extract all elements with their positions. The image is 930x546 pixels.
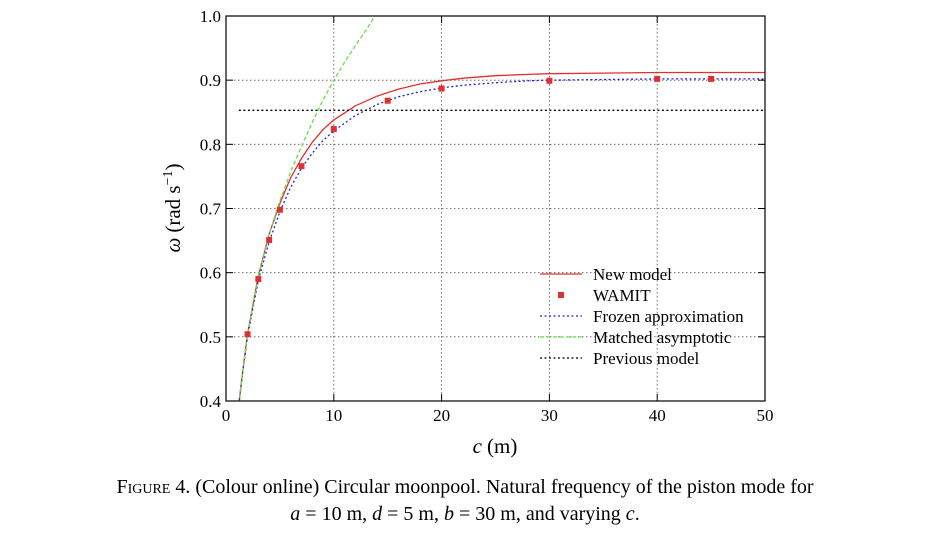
- y-tick-label: 0.9: [200, 71, 221, 90]
- ticks: [225, 15, 766, 402]
- legend-swatch-wamit: [558, 292, 564, 298]
- marker-layer: [244, 75, 715, 338]
- y-axis-unit-exponent: −1: [161, 171, 176, 186]
- caption-line-2: a = 10 m, d = 5 m, b = 30 m, and varying…: [0, 501, 930, 528]
- y-tick-label: 0.7: [200, 200, 222, 219]
- x-tick-label: 30: [541, 406, 558, 425]
- y-axis-unit-prefix: (rad s: [161, 185, 185, 232]
- param-c-symbol: c: [625, 503, 635, 525]
- legend-label-matched-asymptotic: Matched asymptotic: [593, 328, 732, 347]
- figure-caption: Figure 4. (Colour online) Circular moonp…: [0, 474, 930, 528]
- y-tick-label: 1.0: [200, 7, 221, 26]
- data-point-wamit: [546, 77, 553, 84]
- param-a-symbol: a: [290, 503, 301, 525]
- y-tick-labels: 0.4 0.5 0.6 0.7 0.8 0.9 1.0: [200, 7, 222, 411]
- y-tick-label: 0.6: [200, 264, 221, 283]
- data-point-wamit: [384, 97, 391, 104]
- data-point-wamit: [276, 206, 283, 213]
- x-axis-label: c (m): [473, 434, 518, 458]
- series-line-matched-asymptotic: [238, 16, 376, 401]
- x-tick-label: 20: [433, 406, 450, 425]
- y-tick-label: 0.5: [200, 328, 221, 347]
- param-a-value: = 10 m,: [300, 503, 373, 525]
- caption-end: .: [634, 503, 640, 525]
- data-point-wamit: [255, 276, 262, 283]
- data-point-wamit: [244, 331, 251, 338]
- param-b-value: = 30 m, and varying: [453, 503, 626, 525]
- data-point-wamit: [438, 85, 445, 92]
- x-tick-label: 10: [325, 406, 342, 425]
- data-point-wamit: [266, 236, 273, 243]
- x-tick-label: 50: [757, 406, 774, 425]
- caption-line-1: Figure 4. (Colour online) Circular moonp…: [0, 474, 930, 501]
- x-axis-unit: (m): [487, 434, 517, 458]
- x-tick-labels: 0 10 20 30 40 50: [222, 406, 774, 425]
- y-tick-label: 0.4: [200, 392, 222, 411]
- x-tick-label: 40: [649, 406, 666, 425]
- param-d-value: = 5 m,: [382, 503, 444, 525]
- y-axis-unit-suffix: ): [161, 164, 185, 171]
- chart: 0 10 20 30 40 50 0.4 0.5 0.6 0.7 0.8 0.9 1.0 c (m) ω…: [161, 7, 774, 458]
- y-axis-label: ω (rad s−1): [161, 164, 185, 253]
- y-tick-label: 0.8: [200, 135, 221, 154]
- legend: New model WAMIT Frozen approximation Matche…: [540, 265, 744, 368]
- data-point-wamit: [708, 75, 715, 82]
- x-axis-symbol: c: [473, 434, 483, 458]
- param-d-symbol: d: [372, 503, 383, 525]
- legend-label-previous-model: Previous model: [593, 349, 700, 368]
- caption-text-1: (Colour online) Circular moonpool. Natur…: [190, 476, 814, 498]
- data-point-wamit: [330, 125, 337, 132]
- param-b-symbol: b: [443, 503, 454, 525]
- data-point-wamit: [298, 163, 305, 170]
- legend-label-wamit: WAMIT: [593, 286, 651, 305]
- legend-label-frozen-approximation: Frozen approximation: [593, 307, 744, 326]
- x-tick-label: 0: [222, 406, 231, 425]
- legend-label-new-model: New model: [593, 265, 672, 284]
- y-axis-symbol: ω: [161, 238, 185, 253]
- data-point-wamit: [654, 75, 661, 82]
- figure-label: Figure 4.: [116, 476, 191, 498]
